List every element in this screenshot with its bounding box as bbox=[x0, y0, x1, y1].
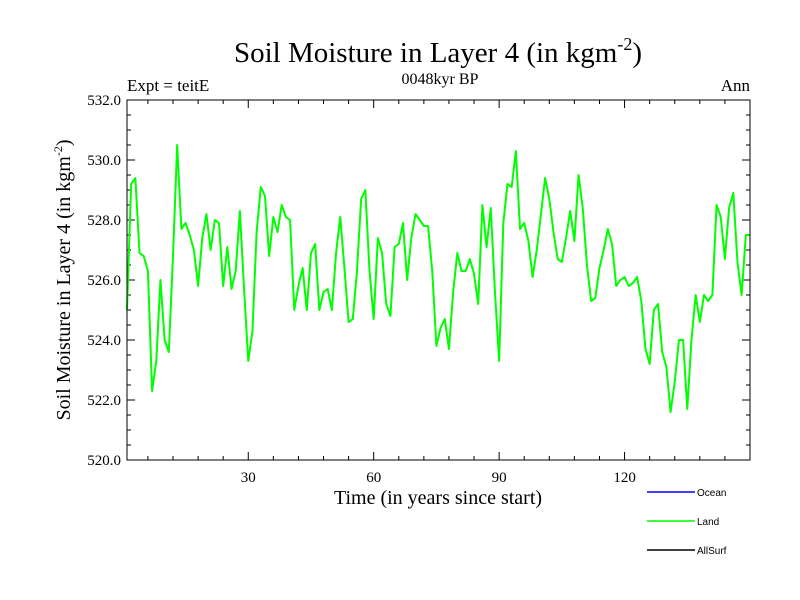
subtitle-right: Ann bbox=[721, 76, 751, 95]
y-tick-label: 524.0 bbox=[87, 333, 121, 349]
chart-title: Soil Moisture in Layer 4 (in kgm-2) bbox=[234, 34, 642, 69]
x-tick-label: 30 bbox=[241, 470, 256, 486]
y-tick-label: 522.0 bbox=[87, 393, 121, 409]
y-tick-label: 528.0 bbox=[87, 213, 121, 229]
y-axis-label: Soil Moisture in Layer 4 (in kgm-2) bbox=[51, 139, 75, 420]
y-tick-label: 532.0 bbox=[87, 93, 121, 109]
x-tick-label: 90 bbox=[492, 470, 507, 486]
chart-title-text: Soil Moisture in Layer 4 (in kgm bbox=[234, 37, 618, 69]
chart-title-close: ) bbox=[632, 37, 642, 69]
plot-frame bbox=[126, 99, 751, 461]
subtitle-left: Expt = teitE bbox=[127, 76, 209, 95]
y-tick-label: 520.0 bbox=[87, 453, 121, 469]
y-axis-label-close: ) bbox=[53, 139, 75, 146]
x-axis-label: Time (in years since start) bbox=[334, 487, 542, 509]
plot-layer: 520.0 522.0 524.0 526.0 528.0 530.0 532.0 30 60 9… bbox=[87, 93, 750, 486]
x-tick-label: 120 bbox=[613, 470, 636, 486]
y-axis-label-text: Soil Moisture in Layer 4 (in kgm bbox=[53, 156, 75, 421]
subtitle-center: 0048kyr BP bbox=[402, 71, 479, 88]
x-tick-label: 60 bbox=[366, 470, 381, 486]
y-tick-label: 530.0 bbox=[87, 153, 121, 169]
series-line-land bbox=[126, 144, 750, 413]
legend-label-land: Land bbox=[697, 517, 719, 528]
chart-title-superscript: -2 bbox=[617, 34, 632, 54]
legend-label-ocean: Ocean bbox=[697, 488, 726, 499]
y-axis-label-superscript: -2 bbox=[51, 146, 65, 156]
legend-label-allsurf: AllSurf bbox=[697, 546, 727, 557]
y-tick-label: 526.0 bbox=[87, 273, 121, 289]
legend: Ocean Land AllSurf bbox=[647, 488, 727, 557]
